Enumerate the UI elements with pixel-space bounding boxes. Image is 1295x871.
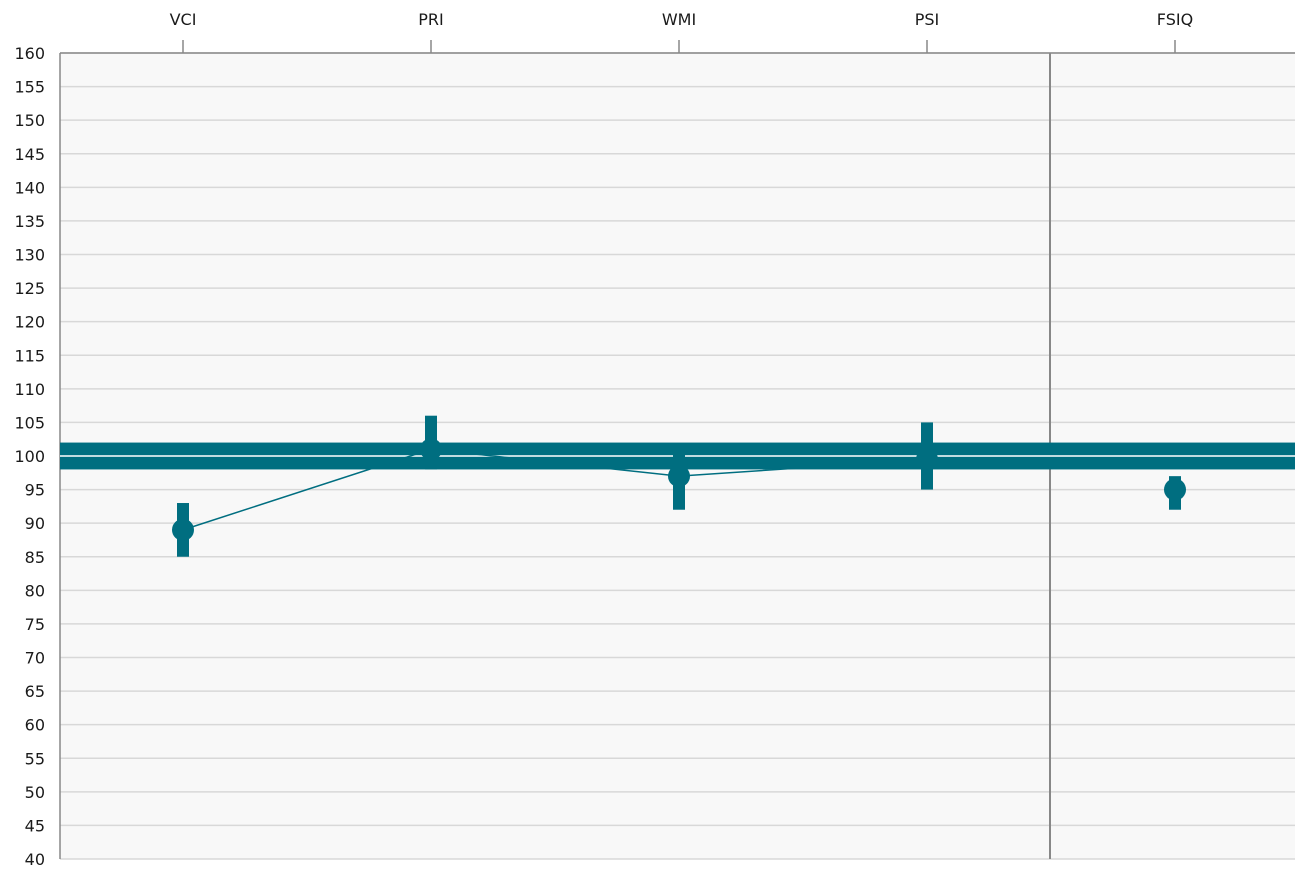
y-tick-label: 95 xyxy=(25,481,45,500)
y-tick-label: 55 xyxy=(25,749,45,768)
y-tick-label: 110 xyxy=(14,380,45,399)
score-point-vci[interactable] xyxy=(172,518,194,541)
y-tick-label: 155 xyxy=(14,78,45,97)
score-point-pri[interactable] xyxy=(420,438,442,461)
y-tick-label: 140 xyxy=(14,178,45,197)
y-tick-label: 50 xyxy=(25,783,45,802)
y-tick-label: 160 xyxy=(14,44,45,63)
x-tick-label-vci: VCI xyxy=(170,10,197,29)
y-tick-label: 80 xyxy=(25,581,45,600)
x-tick-label-pri: PRI xyxy=(418,10,443,29)
y-tick-label: 150 xyxy=(14,111,45,130)
score-line xyxy=(182,448,928,531)
y-tick-label: 120 xyxy=(14,313,45,332)
x-tick-label-wmi: WMI xyxy=(662,10,696,29)
y-tick-label: 70 xyxy=(25,649,45,668)
score-point-psi[interactable] xyxy=(916,448,938,471)
y-tick-label: 90 xyxy=(25,514,45,533)
y-tick-label: 135 xyxy=(14,212,45,231)
x-tick-label-fsiq: FSIQ xyxy=(1157,10,1193,29)
y-tick-label: 60 xyxy=(25,716,45,735)
score-point-wmi[interactable] xyxy=(668,465,690,488)
y-tick-label: 40 xyxy=(25,850,45,869)
score-point-fsiq[interactable] xyxy=(1164,478,1186,501)
y-tick-label: 85 xyxy=(25,548,45,567)
y-tick-label: 115 xyxy=(14,346,45,365)
y-tick-label: 75 xyxy=(25,615,45,634)
y-tick-label: 65 xyxy=(25,682,45,701)
y-tick-label: 130 xyxy=(14,246,45,265)
y-tick-label: 105 xyxy=(14,413,45,432)
x-tick-label-psi: PSI xyxy=(915,10,940,29)
y-tick-label: 125 xyxy=(14,279,45,298)
y-tick-label: 100 xyxy=(14,447,45,466)
y-tick-label: 145 xyxy=(14,145,45,164)
y-tick-label: 45 xyxy=(25,816,45,835)
